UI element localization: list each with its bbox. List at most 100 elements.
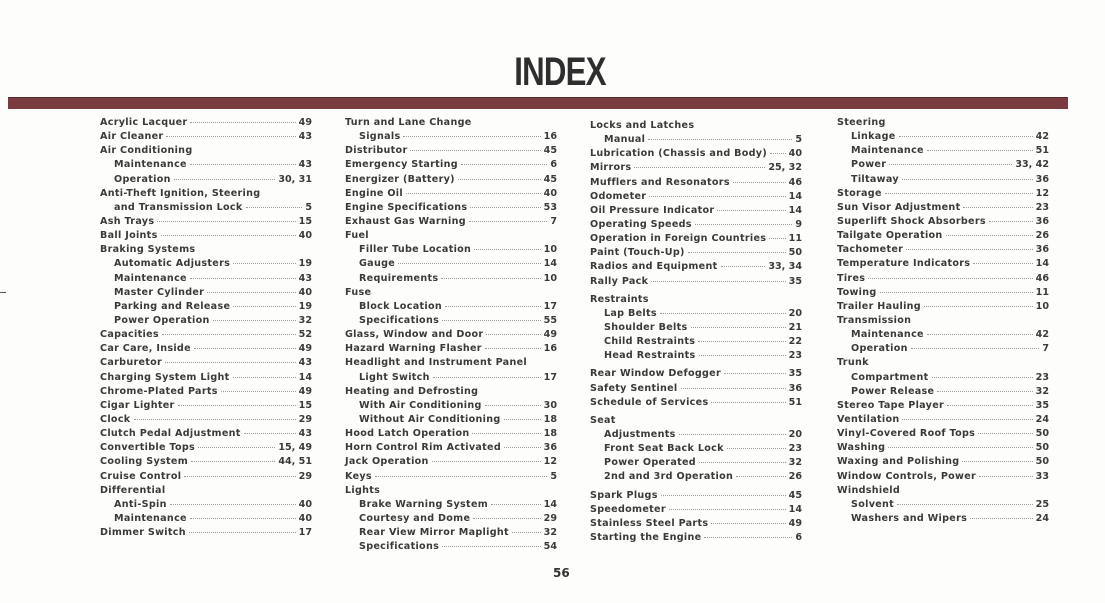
entry-page: 14 [1035, 258, 1049, 270]
entry-label: Operation [114, 173, 171, 185]
entry-label: Starting the Engine [590, 531, 702, 543]
entry-label: Engine Specifications [345, 201, 468, 213]
entry-label: Maintenance [114, 512, 187, 524]
entry-page: 9 [795, 218, 802, 230]
dot-leader [698, 341, 786, 343]
entry-label: Light Switch [359, 371, 430, 383]
entry-label: Trailer Hauling [837, 300, 921, 312]
entry-page: 54 [543, 541, 557, 553]
index-entry: Head Restraints 23 [590, 350, 802, 364]
index-entry: Maintenance 43 [100, 273, 312, 287]
dot-leader [245, 206, 303, 208]
index-entry: Tachometer 36 [837, 244, 1049, 258]
entry-page: 18 [543, 413, 557, 425]
dot-leader [165, 362, 296, 364]
entry-label: Sun Visor Adjustment [837, 201, 961, 213]
entry-label: Automatic Adjusters [114, 258, 231, 270]
index-entry: Lights [345, 485, 557, 499]
index-entry: Child Restraints 22 [590, 336, 802, 350]
entry-label: Turn and Lane Change [345, 117, 472, 128]
index-entry: Window Controls, Power 33 [837, 471, 1049, 485]
entry-page: 43 [298, 428, 312, 440]
dot-leader [680, 387, 786, 389]
dot-leader [898, 136, 1033, 138]
index-entry: Convertible Tops 15, 49 [100, 442, 312, 456]
dot-leader [769, 238, 786, 240]
page-number: 56 [553, 566, 570, 580]
dot-leader [468, 220, 548, 222]
entry-label: Specifications [359, 541, 440, 553]
dot-leader [473, 517, 541, 519]
entry-page: 40 [298, 512, 312, 524]
index-entry: Front Seat Back Lock 23 [590, 443, 802, 457]
dot-leader [233, 305, 296, 307]
entry-label: Adjustments [604, 428, 676, 440]
entry-page: 6 [795, 531, 802, 543]
entry-page: 33, 34 [768, 261, 802, 273]
entry-label: Keys [345, 470, 372, 482]
index-entry: Seat [590, 415, 802, 429]
entry-label: Brake Warning System [359, 498, 489, 510]
entry-page: 24 [1035, 512, 1049, 524]
index-entry: Charging System Light 14 [100, 372, 312, 386]
dot-leader [161, 334, 296, 336]
dot-leader [901, 178, 1033, 180]
index-entry: Maintenance 42 [837, 329, 1049, 343]
index-entry: Power 33, 42 [837, 159, 1049, 173]
dot-leader [926, 334, 1033, 336]
dot-leader [720, 266, 766, 268]
entry-page: 49 [788, 517, 802, 529]
entry-label: Windshield [837, 484, 901, 496]
entry-page: 11 [788, 233, 802, 245]
entry-page: 22 [788, 336, 802, 348]
entry-page: 49 [298, 343, 312, 355]
entry-page: 45 [543, 173, 557, 185]
dot-leader [442, 546, 541, 548]
dot-leader [711, 522, 786, 524]
index-entry: Fuse [345, 287, 557, 301]
dot-leader [191, 461, 276, 463]
entry-page: 26 [1035, 230, 1049, 242]
entry-page: 18 [543, 428, 557, 440]
index-entry: With Air Conditioning 30 [345, 400, 557, 414]
entry-label: Signals [359, 131, 401, 143]
entry-label: Steering [837, 117, 886, 128]
entry-page: 14 [543, 258, 557, 270]
entry-page: 55 [543, 314, 557, 326]
index-entry: Storage 12 [837, 188, 1049, 202]
entry-label: Paint (Touch-Up) [590, 247, 685, 259]
index-entry: Vinyl-Covered Roof Tops 50 [837, 428, 1049, 442]
dot-leader [698, 462, 786, 464]
dot-leader [189, 164, 296, 166]
index-entry: Spark Plugs 45 [590, 490, 802, 504]
dot-leader [190, 122, 296, 123]
dot-leader [133, 418, 296, 420]
index-entry: Ball Joints 40 [100, 230, 312, 244]
entry-label: Exhaust Gas Warning [345, 215, 466, 227]
entry-label: Stereo Tape Player [837, 399, 945, 411]
entry-label: Maintenance [114, 272, 187, 284]
index-entry: Mirrors 25, 32 [590, 162, 802, 176]
index-entry: Chrome-Plated Parts 49 [100, 386, 312, 400]
entry-label: Jack Operation [345, 456, 429, 468]
index-entry: Washers and Wipers 24 [837, 513, 1049, 527]
entry-label: Distributor [345, 145, 408, 157]
entry-label: Ash Trays [100, 215, 155, 227]
entry-page: 19 [298, 258, 312, 270]
dot-leader [405, 192, 541, 194]
dot-leader [923, 305, 1033, 307]
dot-leader [704, 536, 793, 538]
entry-label: Filler Tube Location [359, 244, 472, 256]
dot-leader [189, 517, 296, 519]
dot-leader [906, 249, 1033, 251]
entry-label: Parking and Release [114, 300, 231, 312]
entry-label: Locks and Latches [590, 120, 695, 131]
index-entry: Operation 30, 31 [100, 174, 312, 188]
index-entry: Master Cylinder 40 [100, 287, 312, 301]
dot-leader [711, 401, 786, 403]
entry-page: 30, 31 [278, 173, 312, 185]
dot-leader [651, 280, 786, 282]
index-entry: Air Conditioning [100, 145, 312, 159]
dot-leader [511, 532, 541, 534]
index-entry: Air Cleaner 43 [100, 131, 312, 145]
